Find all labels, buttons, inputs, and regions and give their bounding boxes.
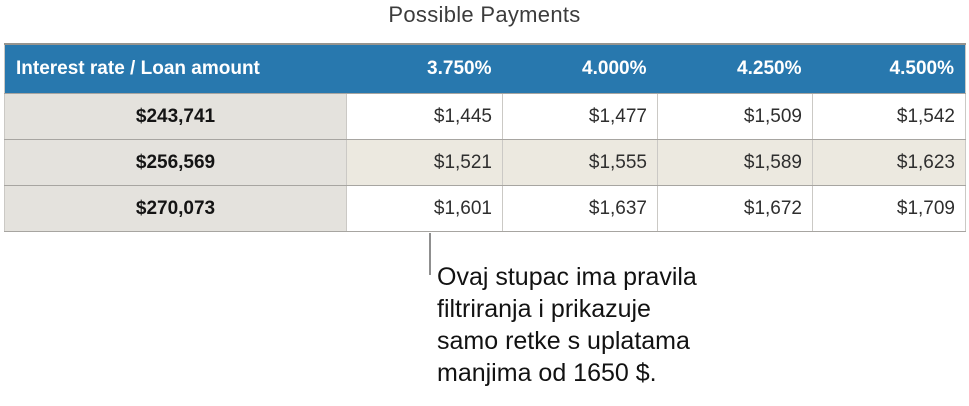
header-cell-rate-4[interactable]: 4.500% (812, 44, 966, 94)
payment-cell[interactable]: $1,509 (657, 93, 813, 140)
loan-amount-cell[interactable]: $243,741 (4, 93, 347, 140)
callout-text-line-2: filtriranja i prikazuje (437, 295, 651, 323)
callout-text: Ovaj stupac ima pravila filtriranja i pr… (437, 261, 697, 389)
table-row-2: $256,569 $1,521 $1,555 $1,589 $1,623 (4, 139, 966, 186)
payment-cell[interactable]: $1,542 (812, 93, 966, 140)
loan-amount-cell[interactable]: $256,569 (4, 139, 347, 186)
payment-cell[interactable]: $1,672 (657, 185, 813, 232)
header-cell-loan-amount[interactable]: Interest rate / Loan amount (4, 44, 347, 94)
payment-cell[interactable]: $1,521 (346, 139, 503, 186)
callout-connector-line (429, 233, 431, 275)
payment-cell[interactable]: $1,477 (502, 93, 658, 140)
loan-amount-cell[interactable]: $270,073 (4, 185, 347, 232)
header-cell-rate-3[interactable]: 4.250% (657, 44, 813, 94)
payment-cell[interactable]: $1,589 (657, 139, 813, 186)
table-title: Possible Payments (388, 2, 581, 27)
table-row-3: $270,073 $1,601 $1,637 $1,672 $1,709 (4, 185, 966, 232)
payment-cell[interactable]: $1,601 (346, 185, 503, 232)
header-row: Interest rate / Loan amount 3.750% 4.000… (4, 44, 966, 94)
payment-cell[interactable]: $1,637 (502, 185, 658, 232)
header-cell-rate-2[interactable]: 4.000% (502, 44, 658, 94)
payment-cell[interactable]: $1,709 (812, 185, 966, 232)
header-cell-rate-1[interactable]: 3.750% (346, 44, 503, 94)
payment-cell[interactable]: $1,555 (502, 139, 658, 186)
payment-cell[interactable]: $1,623 (812, 139, 966, 186)
callout-text-line-4: manjima od 1650 $. (437, 359, 657, 387)
table-row-1: $243,741 $1,445 $1,477 $1,509 $1,542 (4, 93, 966, 140)
callout-text-line-1: Ovaj stupac ima pravila (437, 263, 697, 291)
payment-cell[interactable]: $1,445 (346, 93, 503, 140)
callout-text-line-3: samo retke s uplatama (437, 327, 690, 355)
possible-payments-table: Interest rate / Loan amount 3.750% 4.000… (4, 43, 966, 232)
